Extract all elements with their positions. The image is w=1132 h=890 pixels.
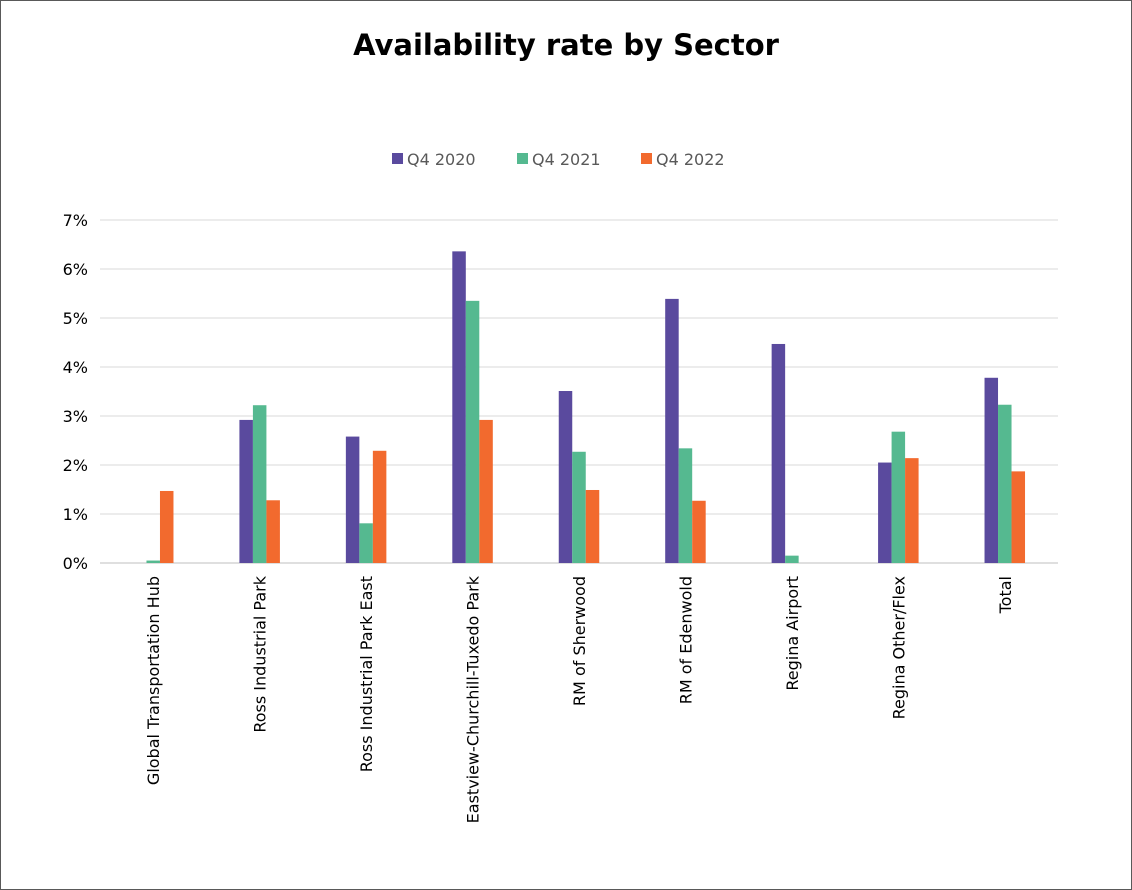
x-tick-label: Total bbox=[996, 576, 1015, 614]
legend-swatch bbox=[641, 153, 652, 164]
bar bbox=[998, 404, 1012, 563]
bar bbox=[572, 451, 586, 563]
x-tick-label: Regina Other/Flex bbox=[889, 576, 908, 719]
bar bbox=[239, 419, 253, 563]
y-tick-label: 6% bbox=[63, 260, 88, 279]
x-tick-label: RM of Edenwold bbox=[676, 576, 695, 704]
y-tick-label: 4% bbox=[63, 358, 88, 377]
bar bbox=[878, 462, 892, 563]
bar bbox=[252, 405, 267, 563]
x-tick-label: Ross Industrial Park East bbox=[357, 576, 376, 772]
y-axis-ticks: 0% 1% 2% 3% 4% 5% 6% 7% bbox=[63, 211, 88, 573]
bar bbox=[891, 431, 906, 563]
bar bbox=[771, 343, 786, 563]
bar bbox=[665, 298, 679, 563]
bar bbox=[465, 300, 480, 563]
bar bbox=[984, 377, 999, 563]
bar bbox=[905, 458, 919, 563]
bar bbox=[345, 436, 360, 563]
bar bbox=[558, 391, 573, 563]
x-tick-label: Eastview-Churchill-Tuxedo Park bbox=[464, 575, 483, 823]
bar bbox=[785, 555, 799, 563]
bar bbox=[159, 490, 174, 563]
bar bbox=[372, 450, 387, 563]
legend-label: Q4 2020 bbox=[407, 150, 476, 169]
bar bbox=[146, 560, 160, 563]
x-axis-labels: Global Transportation Hub Ross Industrial… bbox=[144, 575, 1015, 823]
legend-label: Q4 2022 bbox=[656, 150, 725, 169]
x-tick-label: Regina Airport bbox=[783, 576, 802, 691]
legend: Q4 2020 Q4 2021 Q4 2022 bbox=[392, 150, 725, 169]
bar bbox=[678, 448, 693, 563]
y-tick-label: 0% bbox=[63, 554, 88, 573]
y-tick-label: 5% bbox=[63, 309, 88, 328]
bar bbox=[1011, 471, 1026, 563]
y-tick-label: 2% bbox=[63, 456, 88, 475]
x-tick-label: RM of Sherwood bbox=[570, 576, 589, 706]
bar bbox=[452, 251, 466, 564]
bar bbox=[479, 419, 493, 563]
bar bbox=[266, 500, 280, 563]
y-tick-label: 7% bbox=[63, 211, 88, 230]
legend-swatch bbox=[517, 153, 528, 164]
y-tick-label: 3% bbox=[63, 407, 88, 426]
x-tick-label: Global Transportation Hub bbox=[144, 576, 163, 785]
y-tick-label: 1% bbox=[63, 505, 88, 524]
bar bbox=[585, 489, 600, 563]
bars bbox=[146, 251, 1026, 564]
legend-swatch bbox=[392, 153, 403, 164]
bar bbox=[359, 523, 373, 563]
legend-label: Q4 2021 bbox=[532, 150, 601, 169]
bar bbox=[692, 500, 706, 563]
chart-title: Availability rate by Sector bbox=[353, 28, 779, 62]
x-tick-label: Ross Industrial Park bbox=[251, 575, 270, 732]
